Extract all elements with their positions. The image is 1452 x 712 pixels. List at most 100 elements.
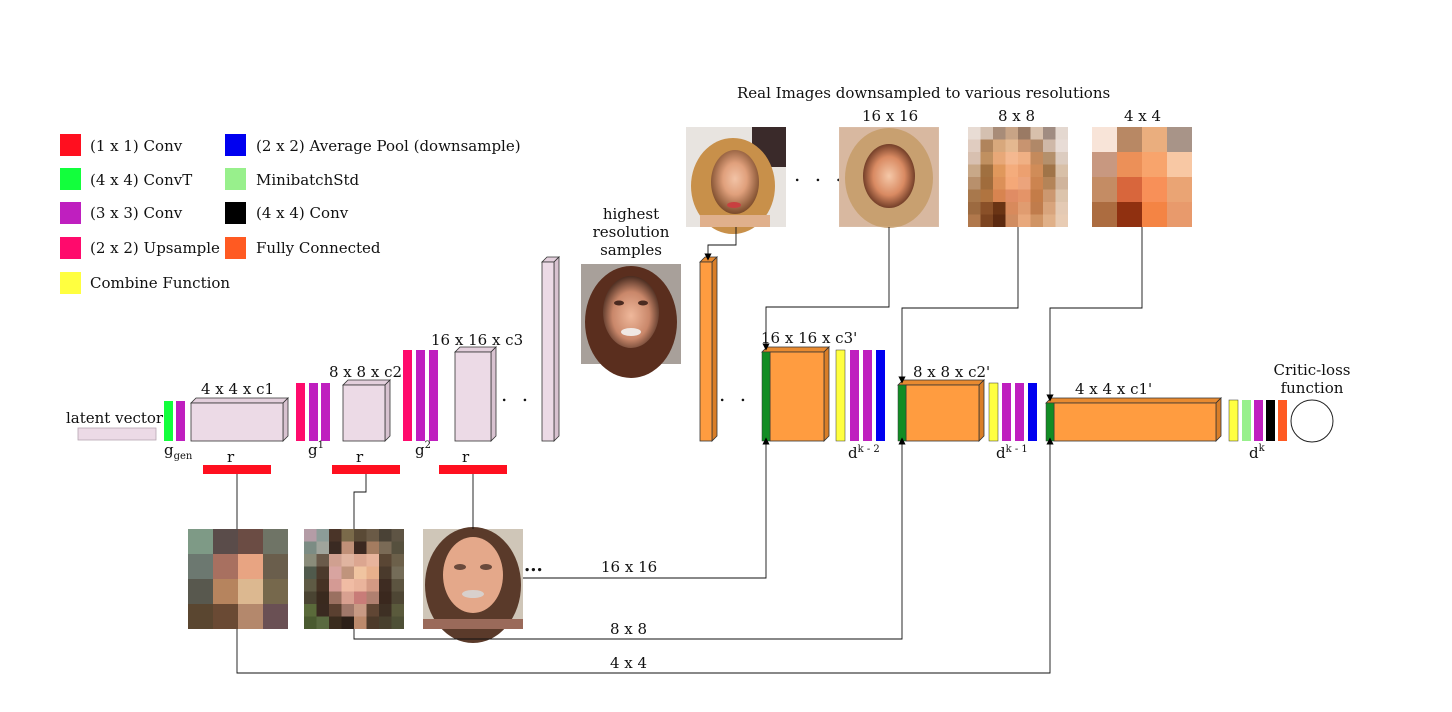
generated-sample-8x8 (304, 529, 404, 629)
dk-label: dk (1249, 443, 1266, 462)
legend-label-fc: Fully Connected (256, 239, 381, 257)
g1-conv-layer-a (309, 383, 318, 441)
dk2-conv-layer-a (850, 350, 859, 441)
gen-block-8x8-label: 8 x 8 x c2 (329, 363, 402, 381)
g-gen-conv3x3-layer (176, 401, 185, 441)
legend-swatch-convT (60, 168, 81, 190)
gen-block-16x16-label: 16 x 16 x c3 (431, 331, 523, 349)
real-16x16-label: 16 x 16 (862, 107, 918, 125)
dk2-avgpool-layer (876, 350, 885, 441)
legend-label-upsample: (2 x 2) Upsample (90, 239, 220, 257)
g2-upsample-layer (403, 350, 412, 441)
g1-label: g1 (308, 440, 324, 459)
generated-samples: ... (188, 527, 543, 643)
dk1-avgpool-layer (1028, 383, 1037, 441)
highest-res-label-3: samples (600, 241, 662, 259)
highest-res-label-2: resolution (593, 223, 670, 241)
real-ellipsis: . . . (794, 162, 846, 186)
dk1-conv-layer-b (1015, 383, 1024, 441)
dk1-combine-layer (988, 382, 999, 442)
g1-conv-layer-b (321, 383, 330, 441)
legend-swatch-upsample (60, 237, 81, 259)
real-images: Real Images downsampled to various resol… (686, 84, 1192, 234)
dk2-label: dk - 2 (848, 444, 880, 462)
disc-block-16x16-label: 16 x 16 x c3' (761, 329, 857, 347)
legend-swatch-conv3x3 (60, 202, 81, 224)
legend-swatch-minibatchstd (225, 168, 246, 190)
highest-resolution-samples: highest resolution samples (581, 205, 681, 378)
legend-label-conv3x3: (3 x 3) Conv (90, 204, 183, 222)
dk-fc-layer (1278, 400, 1287, 441)
real-image-16x16 (838, 126, 940, 228)
dk-conv3x3-layer (1254, 400, 1263, 441)
disc-block-4x4 (1045, 397, 1222, 442)
generated-sample-16x16 (423, 527, 523, 643)
g1-upsample-layer (296, 383, 305, 441)
disc-block-16x16 (761, 346, 830, 442)
legend-swatch-conv4x4 (225, 202, 246, 224)
g2-label: g2 (415, 440, 431, 459)
critic-loss-label-1: Critic-loss (1274, 361, 1351, 379)
route-label-4x4: 4 x 4 (610, 654, 647, 672)
to-rgb-layer-1 (203, 465, 271, 474)
disc-block-4x4-label: 4 x 4 x c1' (1075, 380, 1152, 398)
legend: (1 x 1) Conv (4 x 4) ConvT (3 x 3) Conv … (60, 134, 521, 294)
legend-swatch-fc (225, 237, 246, 259)
discriminator: . . . 16 x 16 x c3' dk - 2 8 x 8 x c2' d… (699, 256, 1351, 462)
generated-ellipsis: ... (524, 555, 543, 576)
gen-block-16x16 (454, 346, 497, 442)
g2-conv-layer-b (429, 350, 438, 441)
critic-loss-node (1290, 399, 1334, 443)
r-label-3: r (462, 448, 470, 466)
to-rgb-layer-2 (332, 465, 400, 474)
legend-swatch-conv1x1 (60, 134, 81, 156)
dk2-combine-layer (835, 349, 846, 442)
gen-block-4x4-label: 4 x 4 x c1 (201, 380, 274, 398)
highest-res-label-1: highest (603, 205, 659, 223)
gen-block-final (541, 256, 560, 442)
latent-vector-bar (77, 427, 157, 441)
legend-swatch-combine (60, 272, 81, 294)
legend-label-minibatchstd: MinibatchStd (256, 171, 360, 189)
g-gen-label: ggen (164, 441, 193, 462)
real-images-title: Real Images downsampled to various resol… (737, 84, 1110, 102)
disc-block-8x8 (897, 379, 985, 442)
critic-loss-label-2: function (1281, 379, 1344, 397)
real-image-4x4 (1092, 127, 1192, 227)
r-label-1: r (227, 448, 235, 466)
disc-block-8x8-label: 8 x 8 x c2' (913, 363, 990, 381)
generated-sample-4x4 (188, 529, 288, 629)
legend-label-avgpool: (2 x 2) Average Pool (downsample) (256, 137, 521, 155)
legend-label-conv1x1: (1 x 1) Conv (90, 137, 183, 155)
g2-conv-layer-a (416, 350, 425, 441)
real-image-8x8 (968, 127, 1068, 227)
route-label-8x8: 8 x 8 (610, 620, 647, 638)
highest-res-sample-image (581, 264, 681, 378)
real-8x8-label: 8 x 8 (998, 107, 1035, 125)
gen-ellipsis: . . . (501, 382, 553, 406)
dk1-label: dk - 1 (996, 444, 1028, 462)
disc-block-input (699, 256, 718, 442)
legend-label-convT: (4 x 4) ConvT (90, 171, 192, 189)
real-image-full (686, 127, 786, 234)
g-gen-convT-layer (164, 401, 173, 441)
legend-label-conv4x4: (4 x 4) Conv (256, 204, 349, 222)
dk-combine-layer (1228, 399, 1239, 442)
dk-minibatchstd-layer (1242, 400, 1251, 441)
r-label-2: r (356, 448, 364, 466)
gen-block-4x4 (190, 397, 289, 442)
connectors (236, 227, 1143, 674)
legend-label-combine: Combine Function (90, 274, 230, 292)
latent-vector-label: latent vector (66, 409, 164, 427)
to-rgb-layer-3 (439, 465, 507, 474)
real-4x4-label: 4 x 4 (1124, 107, 1161, 125)
dk2-conv-layer-b (863, 350, 872, 441)
dk-conv4x4-layer (1266, 400, 1275, 441)
generator: latent vector ggen 4 x 4 x c1 r g1 8 x 8… (66, 256, 560, 474)
dk1-conv-layer-a (1002, 383, 1011, 441)
route-label-16x16: 16 x 16 (601, 558, 657, 576)
disc-ellipsis: . . . (719, 382, 771, 406)
legend-swatch-avgpool (225, 134, 246, 156)
